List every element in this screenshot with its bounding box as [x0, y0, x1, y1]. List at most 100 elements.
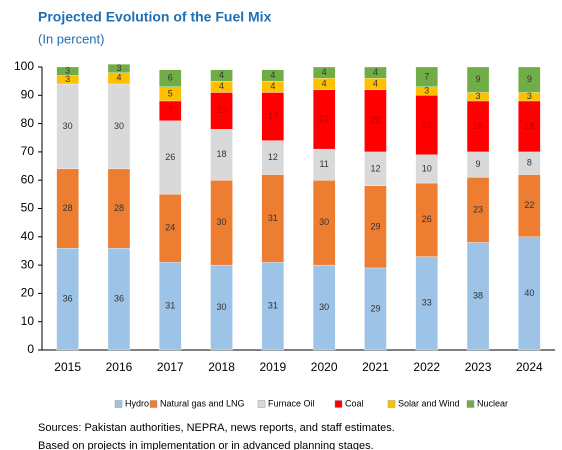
data-label: 30 [217, 302, 227, 312]
data-label: 4 [219, 81, 224, 91]
legend-swatch [387, 400, 396, 408]
data-label: 30 [217, 217, 227, 227]
data-label: 17 [268, 111, 278, 121]
y-tick-label: 90 [21, 87, 35, 101]
data-label: 6 [168, 73, 173, 83]
source-note: Sources: Pakistan authorities, NEPRA, ne… [38, 422, 395, 434]
y-tick-label: 50 [21, 201, 35, 215]
data-label: 33 [422, 298, 432, 308]
y-tick-label: 70 [21, 144, 35, 158]
data-label: 4 [270, 81, 275, 91]
data-label: 36 [63, 293, 73, 303]
y-tick-label: 40 [21, 229, 35, 243]
bar-segment [518, 66, 541, 93]
legend-label: Hydro [125, 398, 149, 408]
data-label: 26 [422, 214, 432, 224]
legend-label: Furnace Oil [268, 398, 315, 408]
data-label: 4 [373, 78, 378, 88]
data-label: 31 [165, 301, 175, 311]
data-label: 31 [268, 213, 278, 223]
bar-segment [312, 66, 336, 79]
legend-swatch [334, 400, 343, 408]
data-label: 3 [424, 85, 429, 95]
chart-subtitle: (In percent) [38, 31, 104, 46]
data-label: 13 [217, 105, 227, 115]
data-label: 11 [319, 159, 328, 169]
data-label: 31 [268, 301, 278, 311]
x-tick-label: 2022 [413, 360, 440, 374]
data-label: 30 [319, 302, 329, 312]
data-label: 3 [116, 63, 121, 73]
data-label: 29 [370, 221, 380, 231]
x-tick-label: 2023 [465, 360, 492, 374]
chart-title: Projected Evolution of the Fuel Mix [38, 9, 272, 25]
data-label: 26 [165, 152, 175, 162]
data-label: 23 [473, 204, 483, 214]
y-tick-label: 10 [21, 314, 35, 328]
data-label: 12 [370, 163, 380, 173]
x-tick-label: 2024 [516, 360, 543, 374]
y-tick-label: 30 [21, 257, 35, 271]
data-label: 10 [422, 163, 432, 173]
data-label: 4 [373, 67, 378, 77]
data-label: 4 [116, 73, 121, 83]
data-label: 21 [319, 114, 329, 124]
data-label: 30 [114, 121, 124, 131]
data-label: 30 [319, 217, 329, 227]
x-tick-label: 2017 [157, 360, 184, 374]
data-label: 18 [217, 149, 227, 159]
data-label: 18 [524, 121, 534, 131]
data-label: 3 [476, 91, 481, 101]
y-tick-label: 80 [21, 116, 35, 130]
source-note: Based on projects in implementation or i… [38, 440, 374, 450]
legend-swatch [149, 400, 158, 408]
legend-label: Solar and Wind [398, 398, 460, 408]
data-label: 4 [270, 70, 275, 80]
bar-segment [415, 66, 438, 87]
data-label: 22 [370, 115, 380, 125]
y-tick-label: 60 [21, 172, 35, 186]
bar-segment [56, 66, 79, 76]
data-label: 7 [424, 71, 429, 81]
data-label: 3 [527, 91, 532, 101]
data-label: 40 [524, 288, 534, 298]
legend-label: Natural gas and LNG [160, 398, 245, 408]
data-label: 36 [114, 293, 124, 303]
data-label: 4 [219, 70, 224, 80]
legend-swatch [466, 400, 475, 408]
data-label: 4 [322, 78, 327, 88]
data-label: 18 [473, 121, 483, 131]
bar-segment [364, 66, 387, 79]
x-tick-label: 2019 [259, 360, 286, 374]
data-label: 28 [63, 203, 73, 213]
y-tick-label: 20 [21, 286, 35, 300]
data-label: 9 [476, 74, 481, 84]
data-label: 12 [268, 152, 278, 162]
legend-swatch [257, 400, 266, 408]
data-label: 22 [524, 200, 534, 210]
bar-segment [159, 69, 182, 87]
bar-segment [466, 66, 490, 93]
bar-segment [210, 69, 233, 82]
x-tick-label: 2018 [208, 360, 235, 374]
data-label: 38 [473, 291, 483, 301]
bar-segment [107, 64, 131, 73]
data-label: 21 [422, 119, 432, 129]
data-label: 28 [114, 203, 124, 213]
y-tick-label: 0 [27, 342, 34, 356]
x-tick-label: 2021 [362, 360, 389, 374]
data-label: 9 [476, 159, 481, 169]
x-tick-label: 2015 [54, 360, 81, 374]
data-label: 3 [65, 66, 70, 76]
data-label: 4 [322, 67, 327, 77]
legend-swatch [114, 400, 123, 408]
legend-label: Coal [345, 398, 364, 408]
data-label: 9 [527, 74, 532, 84]
data-label: 7 [168, 105, 173, 115]
data-label: 24 [165, 223, 175, 233]
x-tick-label: 2020 [311, 360, 338, 374]
data-label: 3 [65, 74, 70, 84]
data-label: 8 [527, 158, 532, 168]
bar-segment [261, 69, 285, 82]
